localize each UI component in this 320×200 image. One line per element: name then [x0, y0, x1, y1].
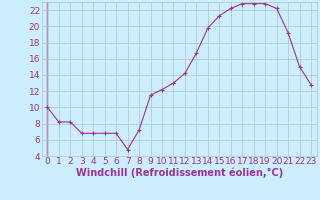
X-axis label: Windchill (Refroidissement éolien,°C): Windchill (Refroidissement éolien,°C)	[76, 168, 283, 178]
